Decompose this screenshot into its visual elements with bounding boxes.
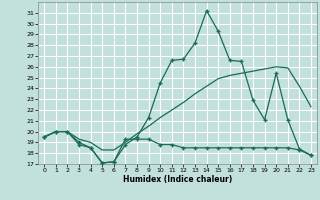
X-axis label: Humidex (Indice chaleur): Humidex (Indice chaleur) <box>123 175 232 184</box>
